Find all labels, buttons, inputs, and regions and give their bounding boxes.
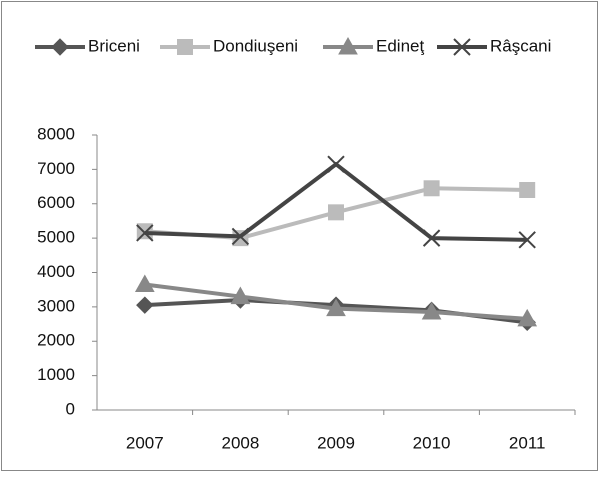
legend-marker (51, 38, 69, 56)
chart-border (1, 1, 598, 471)
data-marker (422, 229, 441, 247)
y-tick-label: 7000 (37, 159, 75, 178)
data-marker (423, 180, 440, 197)
data-marker (327, 155, 345, 173)
y-tick-label: 5000 (37, 228, 75, 247)
legend-marker (453, 38, 471, 56)
y-tick-label: 0 (66, 399, 75, 418)
legend-label: Râşcani (490, 36, 551, 55)
data-marker (518, 231, 536, 249)
y-tick-label: 1000 (37, 365, 75, 384)
data-marker (517, 308, 538, 327)
data-marker (134, 274, 155, 293)
y-tick-label: 8000 (37, 124, 75, 143)
x-tick-label: 2008 (221, 433, 259, 452)
y-tick-label: 6000 (37, 193, 75, 212)
y-tick-label: 4000 (37, 262, 75, 281)
legend-label: Briceni (88, 36, 140, 55)
data-marker (136, 224, 154, 242)
legend-marker (177, 39, 193, 55)
data-marker (326, 298, 346, 317)
x-tick-label: 2010 (413, 433, 451, 452)
data-marker (231, 227, 250, 246)
data-marker (136, 296, 154, 314)
legend-marker (338, 36, 358, 55)
x-tick-label: 2007 (126, 433, 164, 452)
data-marker (328, 204, 344, 221)
legend-label: Dondiuşeni (213, 36, 298, 55)
x-tick-label: 2011 (509, 433, 546, 452)
y-tick-label: 3000 (37, 296, 75, 315)
x-tick-label: 2009 (317, 433, 355, 452)
data-marker (519, 182, 536, 198)
legend-label: Edineţ (376, 36, 424, 55)
y-tick-label: 2000 (37, 331, 75, 350)
data-marker (421, 302, 442, 320)
data-marker (230, 286, 251, 305)
